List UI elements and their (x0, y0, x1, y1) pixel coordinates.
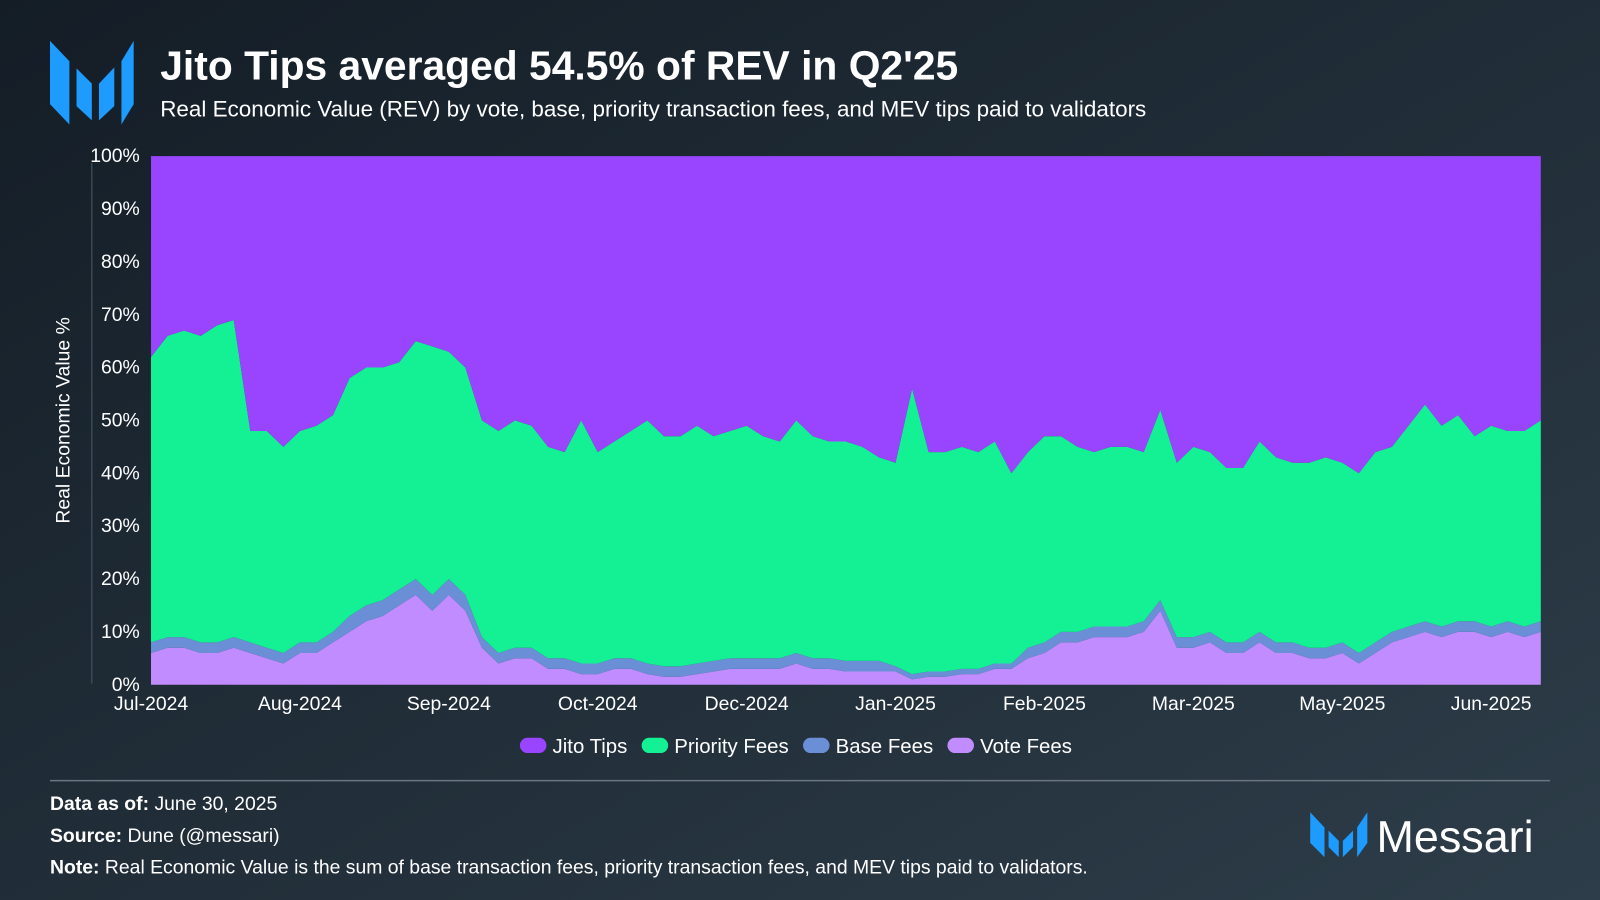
y-tick-label: 30% (101, 515, 140, 537)
y-tick-label: 100% (90, 145, 140, 167)
footer-source-label: Source: (50, 825, 122, 847)
area (151, 578, 1541, 680)
y-tick-label: 50% (101, 410, 140, 432)
footer-note-label: Note: (50, 856, 100, 878)
chart-title: Jito Tips averaged 54.5% of REV in Q2'25 (160, 43, 958, 89)
x-tick-label: Feb-2025 (1003, 693, 1086, 715)
legend: Jito Tips Priority Fees Base Fees Vote Fees (519, 736, 1072, 758)
brand-name: Messari (1377, 811, 1534, 862)
legend-label: Jito Tips (553, 736, 628, 758)
legend-label: Vote Fees (980, 736, 1072, 758)
x-tick-label: Jun-2025 (1451, 693, 1532, 715)
footer-note-value: Real Economic Value is the sum of base t… (105, 856, 1088, 878)
y-tick-label: 40% (101, 462, 140, 484)
y-tick-label: 10% (101, 621, 140, 643)
legend-label: Base Fees (836, 736, 933, 758)
chart-subtitle: Real Economic Value (REV) by vote, base,… (160, 96, 1146, 121)
x-tick-label: Dec-2024 (705, 693, 789, 715)
y-tick-label: 0% (112, 674, 140, 696)
logo (50, 40, 134, 125)
area (151, 156, 1541, 474)
x-tick-label: May-2025 (1299, 693, 1385, 715)
x-tick-label: Oct-2024 (558, 693, 638, 715)
footer-date: Data as of: June 30, 2025 (50, 793, 277, 815)
legend-label: Priority Fees (674, 736, 788, 758)
footer-source-value: Dune (@messari) (128, 825, 280, 847)
area (151, 319, 1541, 675)
area (151, 594, 1541, 685)
y-tick-label: 90% (101, 198, 140, 220)
legend-swatch (519, 737, 547, 754)
footer-source: Source: Dune (@messari) (50, 825, 280, 847)
footer-date-label: Data as of: (50, 793, 149, 815)
legend-swatch (947, 737, 974, 754)
y-tick-label: 60% (101, 357, 140, 379)
y-tick-label: 70% (101, 304, 140, 326)
legend-swatch (641, 737, 669, 754)
brand-logo (1310, 812, 1368, 858)
legend-swatch (803, 737, 830, 754)
y-tick-label: 80% (101, 251, 140, 273)
plot-area: 0% 10% 20% 30% 40% 50% 60% 70% 80% 90% 100% Jul-202… (90, 145, 1541, 715)
footer-note: Note: Real Economic Value is the sum of … (50, 856, 1088, 878)
y-tick-label: 20% (101, 568, 140, 590)
x-tick-label: Mar-2025 (1152, 693, 1235, 715)
y-axis-label: Real Economic Value % (52, 317, 74, 523)
x-tick-label: Jul-2024 (114, 693, 189, 715)
x-tick-label: Aug-2024 (258, 693, 342, 715)
x-tick-label: Jan-2025 (855, 693, 936, 715)
footer-date-value: June 30, 2025 (154, 793, 277, 815)
x-tick-label: Sep-2024 (407, 693, 491, 715)
